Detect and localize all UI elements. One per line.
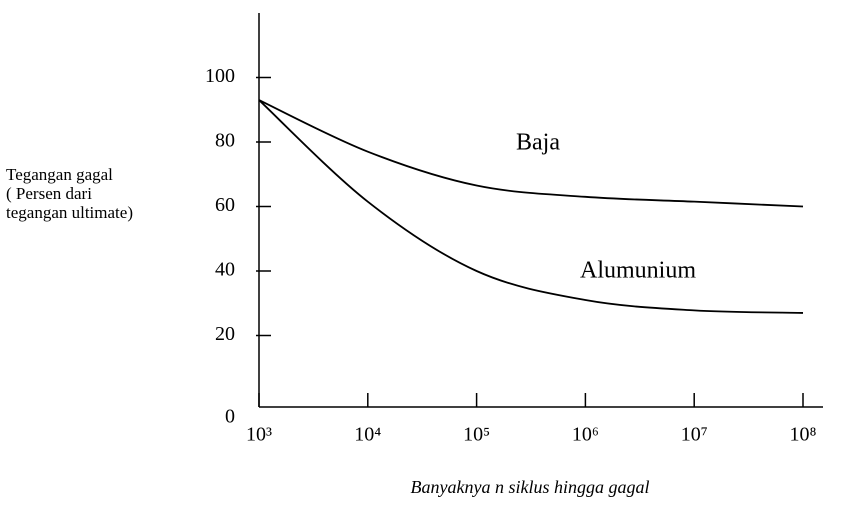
x-tick-label: 10⁶	[572, 424, 599, 446]
x-tick-label: 10³	[246, 424, 272, 446]
y-axis-label: ( Persen dari	[6, 184, 92, 203]
series-label: Baja	[516, 130, 560, 156]
x-tick-label: 10⁵	[463, 424, 490, 446]
x-tick-label: 10⁷	[681, 424, 708, 446]
y-axis-label: Tegangan gagal	[6, 165, 113, 184]
series-label: Alumunium	[580, 258, 696, 284]
y-tick-label: 40	[215, 259, 235, 281]
y-axis-label: tegangan ultimate)	[6, 203, 133, 222]
y-tick-label: 60	[215, 194, 235, 216]
y-tick-label: 80	[215, 130, 235, 152]
chart: Banyaknya n siklus hingga gagal Tegangan…	[0, 0, 841, 524]
y-tick-label: 100	[205, 65, 235, 87]
x-axis-label: Banyaknya n siklus hingga gagal	[411, 477, 650, 497]
x-tick-label: 10⁸	[790, 424, 817, 446]
y-tick-label: 20	[215, 323, 235, 345]
y-tick-label: 0	[225, 406, 235, 428]
x-tick-label: 10⁴	[354, 424, 381, 446]
